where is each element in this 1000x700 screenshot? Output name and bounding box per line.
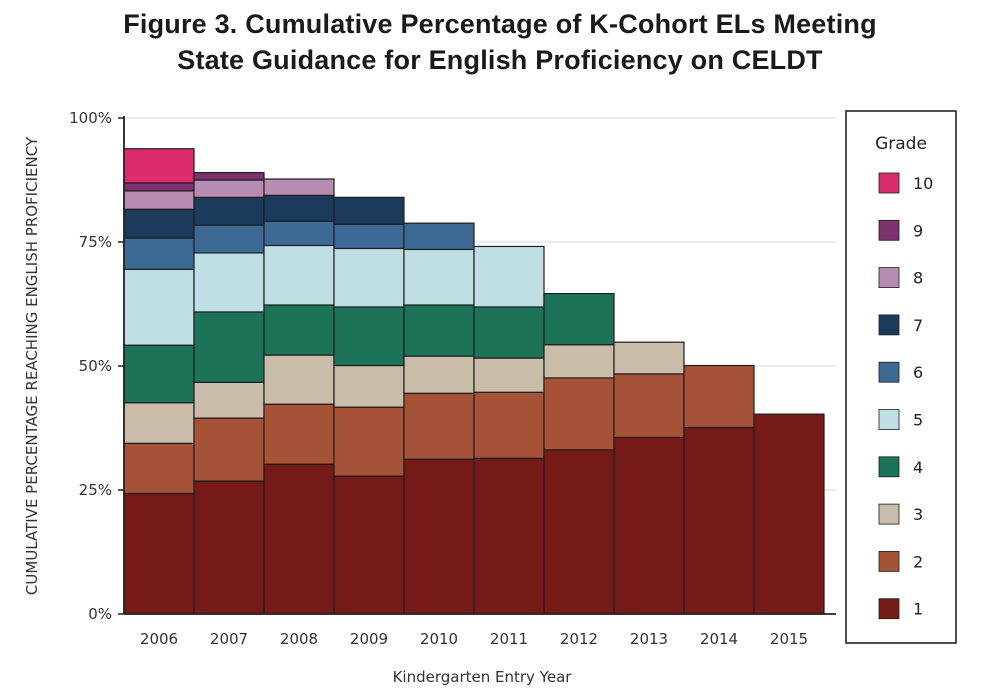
bar-segment-2008-grade-1: [263, 463, 335, 615]
bar-segment-2012-grade-3: [543, 344, 615, 379]
bar-segment-2009-grade-5: [333, 247, 405, 308]
legend-swatch-grade-9: [878, 219, 900, 241]
y-tick-label-25: 25%: [79, 481, 112, 499]
bar-segment-2006-grade-5: [123, 268, 195, 346]
bar-segment-2013-grade-3: [613, 341, 685, 375]
bar-segment-2008-grade-8: [263, 178, 335, 196]
bar-segment-2010-grade-4: [403, 304, 475, 357]
legend-swatch-grade-10: [878, 172, 900, 194]
bar-segment-2010-grade-2: [403, 392, 475, 460]
chart-title-line2: State Guidance for English Proficiency o…: [177, 45, 823, 75]
legend-box: [845, 110, 957, 644]
x-tick-label-2011: 2011: [490, 630, 528, 648]
bar-segment-2011-grade-2: [473, 391, 545, 459]
x-tick-label-2012: 2012: [560, 630, 598, 648]
legend-swatch-grade-5: [878, 409, 900, 430]
legend-label-grade-10: 10: [913, 174, 933, 193]
legend-label-grade-3: 3: [913, 505, 923, 524]
y-axis-label: CUMULATIVE PERCENTAGE REACHING ENGLISH P…: [23, 136, 41, 595]
chart-title: Figure 3. Cumulative Percentage of K-Coh…: [0, 6, 1000, 78]
x-tick-label-2006: 2006: [140, 630, 178, 648]
x-tick-label-2007: 2007: [210, 630, 248, 648]
bar-segment-2013-grade-1: [613, 436, 685, 615]
legend-title: Grade: [875, 134, 927, 154]
bar-segment-2007-grade-2: [193, 417, 265, 482]
x-tick-label-2015: 2015: [770, 630, 808, 648]
bar-segment-2006-grade-2: [123, 442, 195, 495]
chart-title-line1: Figure 3. Cumulative Percentage of K-Coh…: [123, 9, 877, 39]
legend-label-grade-2: 2: [913, 552, 923, 571]
legend-swatch-grade-2: [878, 551, 900, 572]
bar-segment-2007-grade-8: [193, 179, 265, 198]
x-tick-label-2014: 2014: [700, 630, 738, 648]
bar-segment-2010-grade-1: [403, 458, 475, 615]
bar-segment-2011-grade-5: [473, 245, 545, 308]
y-tick-label-50: 50%: [79, 357, 112, 375]
bar-segment-2011-grade-3: [473, 357, 545, 393]
bar-segment-2011-grade-4: [473, 306, 545, 359]
bar-segment-2006-grade-1: [123, 492, 195, 615]
legend-label-grade-9: 9: [913, 221, 923, 240]
legend-label-grade-6: 6: [913, 363, 923, 382]
bar-segment-2006-grade-10: [123, 148, 195, 184]
bar-segment-2008-grade-4: [263, 304, 335, 356]
x-axis-label: Kindergarten Entry Year: [393, 668, 573, 686]
bar-segment-2006-grade-8: [123, 190, 195, 210]
bar-segment-2009-grade-1: [333, 475, 405, 615]
y-tick-label-100: 100%: [69, 109, 112, 127]
bar-segment-2006-grade-9: [123, 182, 195, 192]
y-tick-label-75: 75%: [79, 233, 112, 251]
bar-segment-2012-grade-4: [543, 292, 615, 346]
bar-segment-2008-grade-2: [263, 403, 335, 465]
bar-segment-2009-grade-2: [333, 406, 405, 477]
bar-segment-2007-grade-6: [193, 224, 265, 254]
bar-segment-2007-grade-5: [193, 252, 265, 313]
legend-label-grade-4: 4: [913, 458, 923, 477]
bar-segment-2006-grade-4: [123, 344, 195, 404]
bar-segment-2007-grade-9: [193, 171, 265, 181]
legend-label-grade-5: 5: [913, 411, 923, 430]
legend-swatch-grade-6: [878, 361, 900, 383]
bar-segment-2006-grade-7: [123, 208, 195, 239]
bar-segment-2007-grade-1: [193, 480, 265, 615]
bar-segment-2009-grade-6: [333, 223, 405, 250]
bar-segment-2008-grade-7: [263, 194, 335, 222]
bar-segment-2006-grade-6: [123, 237, 195, 270]
bar-segment-2014-grade-1: [683, 426, 755, 615]
legend-swatch-grade-1: [878, 598, 900, 620]
bar-segment-2009-grade-3: [333, 364, 405, 408]
bar-segment-2015-grade-1: [753, 413, 825, 615]
legend-label-grade-7: 7: [913, 316, 923, 335]
legend-swatch-grade-4: [878, 456, 900, 478]
bar-segment-2008-grade-5: [263, 244, 335, 306]
bar-segment-2014-grade-2: [683, 364, 755, 429]
bar-segment-2010-grade-6: [403, 222, 475, 251]
legend-label-grade-1: 1: [913, 600, 923, 619]
x-tick-label-2008: 2008: [280, 630, 318, 648]
legend-swatch-grade-7: [878, 314, 900, 336]
legend-swatch-grade-3: [878, 503, 900, 525]
legend-label-grade-8: 8: [913, 269, 923, 288]
y-tick-label-0: 0%: [88, 605, 112, 623]
bar-segment-2013-grade-2: [613, 373, 685, 439]
bar-segment-2012-grade-1: [543, 449, 615, 615]
bar-segment-2007-grade-7: [193, 196, 265, 226]
bar-segment-2009-grade-4: [333, 306, 405, 367]
bar-segment-2008-grade-6: [263, 220, 335, 247]
x-tick-label-2009: 2009: [350, 630, 388, 648]
bar-segment-2007-grade-4: [193, 311, 265, 383]
bar-segment-2006-grade-3: [123, 402, 195, 444]
x-tick-label-2010: 2010: [420, 630, 458, 648]
bar-segment-2008-grade-3: [263, 354, 335, 405]
bar-segment-2012-grade-2: [543, 377, 615, 451]
bar-segment-2009-grade-7: [333, 196, 405, 225]
x-tick-label-2013: 2013: [630, 630, 668, 648]
bar-segment-2010-grade-5: [403, 248, 475, 306]
legend-swatch-grade-8: [878, 267, 900, 289]
bar-segment-2010-grade-3: [403, 355, 475, 394]
bar-segment-2011-grade-1: [473, 457, 545, 615]
bar-segment-2007-grade-3: [193, 381, 265, 419]
